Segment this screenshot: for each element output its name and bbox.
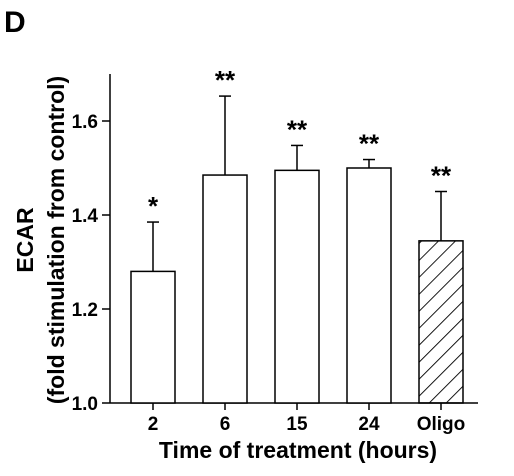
- bar-15: [274, 169, 320, 404]
- x-tick-label: 6: [220, 414, 231, 435]
- x-tick-label: 15: [286, 414, 308, 435]
- bar-oligo: [418, 240, 464, 404]
- bar-2: [130, 270, 176, 404]
- bar-24: [346, 167, 392, 404]
- significance-marker: *: [148, 191, 159, 221]
- y-tick-label: 1.4: [72, 206, 99, 227]
- y-tick-label: 1.2: [72, 300, 98, 321]
- significance-marker: **: [431, 161, 452, 191]
- x-tick-label: Oligo: [417, 414, 466, 435]
- y-tick-label: 1.0: [72, 394, 98, 415]
- bar-6: [202, 174, 248, 404]
- x-tick-label: 24: [358, 414, 380, 435]
- panel-label: D: [4, 6, 26, 39]
- x-axis-title: Time of treatment (hours): [159, 437, 437, 463]
- y-axis-title: ECAR: [12, 207, 38, 273]
- significance-marker: **: [215, 65, 236, 95]
- y-tick-label: 1.6: [72, 112, 98, 133]
- x-tick-label: 2: [148, 414, 159, 435]
- y-axis-subtitle: (fold stimulation from control): [43, 76, 69, 404]
- plot-area: 1.0 1.2 1.4 1.6 * 2 ** 6 ** 15 ** 24 ** Oligo: [72, 65, 478, 435]
- significance-marker: **: [359, 129, 380, 159]
- significance-marker: **: [287, 114, 308, 144]
